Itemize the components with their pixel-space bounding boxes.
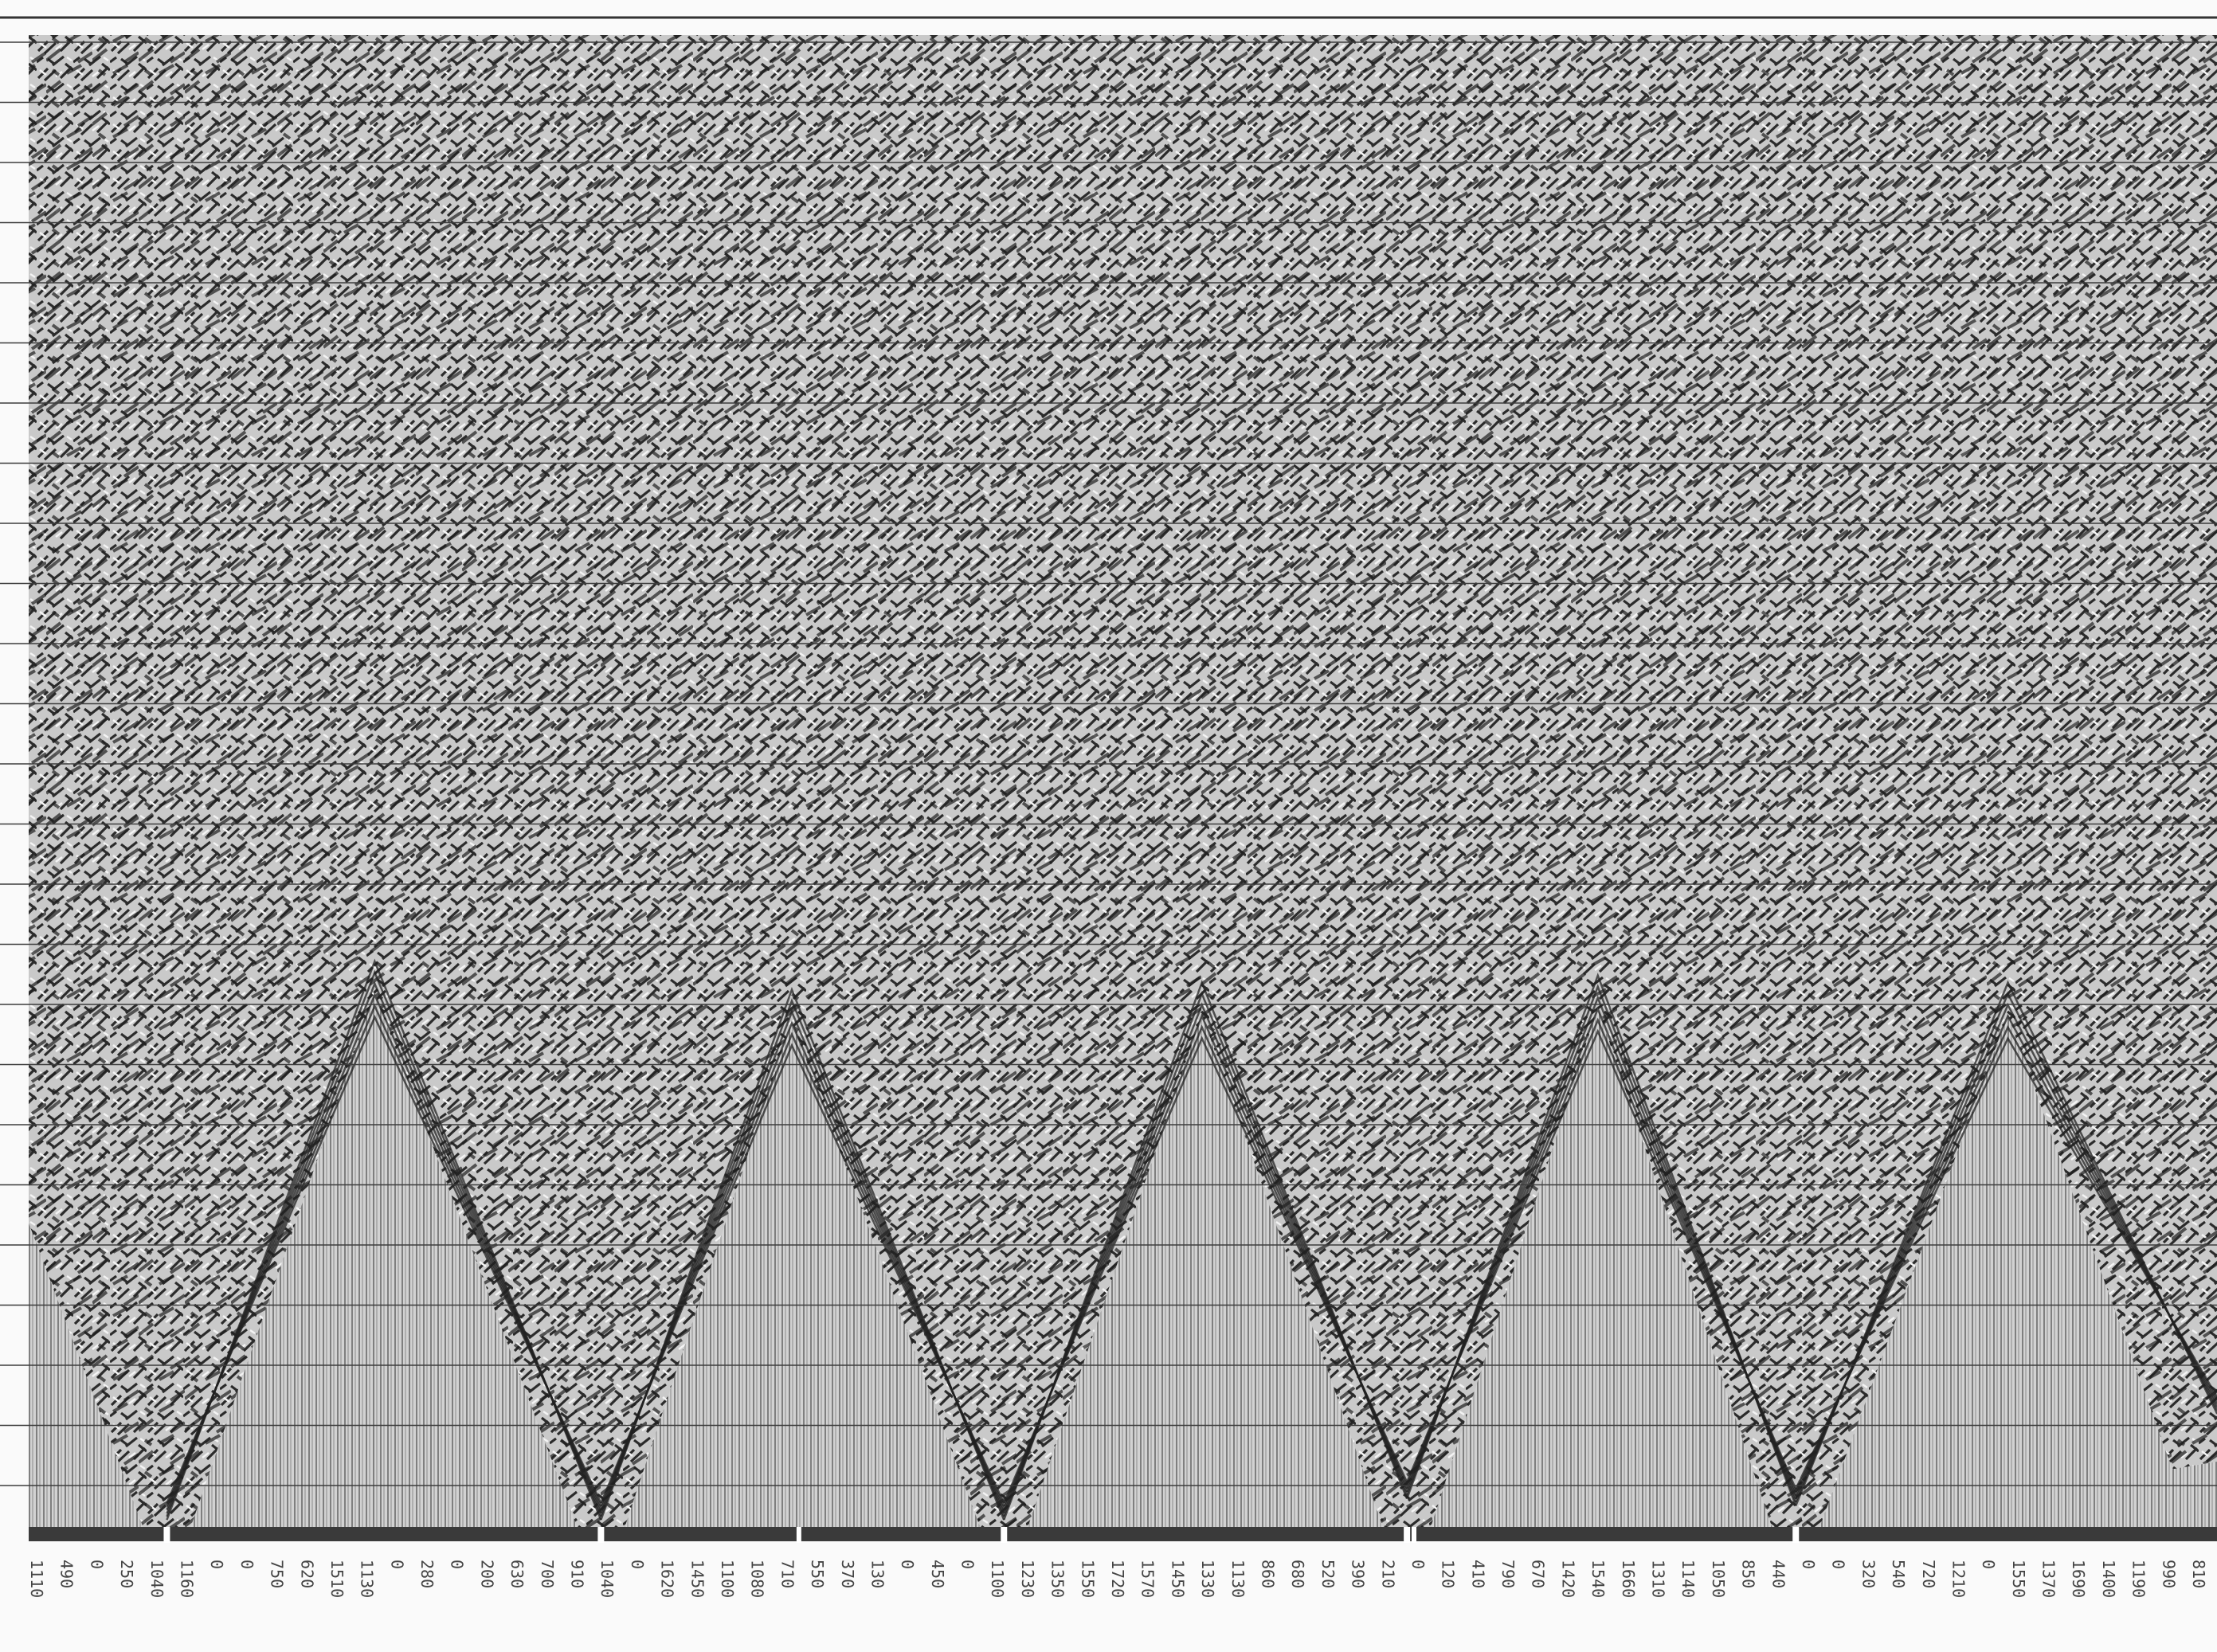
trace-label: 0 [1979,1560,1998,1569]
trace-label: 0 [1799,1560,1818,1569]
trace-label: 0 [387,1560,406,1569]
trace-label: 1540 [1588,1560,1608,1598]
trace-label: 1210 [1949,1560,1968,1598]
seismic-record: 1110 490 0 250 1040 1160 0 0 750 620 1510 1130 0 280 0… [0,0,2217,1652]
trace-label: 1720 [1108,1560,1127,1598]
trace-label: 550 [808,1560,827,1588]
trace-label: 990 [2159,1560,2178,1588]
trace-label: 630 [507,1560,527,1588]
trace-label: 0 [898,1560,917,1569]
trace-label: 1660 [1619,1560,1638,1598]
shot-marker [597,1527,604,1543]
trace-label: 1310 [1649,1560,1668,1598]
trace-label: 450 [928,1560,947,1588]
trace-label: 1050 [1709,1560,1728,1598]
shot-marker [1404,1527,1410,1543]
trace-label: 1510 [327,1560,347,1598]
trace-label: 1140 [1678,1560,1698,1598]
trace-labels: 1110 490 0 250 1040 1160 0 0 750 620 1510 1130 0 280 0… [27,1560,2208,1598]
trace-label: 790 [1498,1560,1518,1588]
trace-label: 860 [1258,1560,1277,1588]
trace-label: 440 [1769,1560,1788,1588]
trace-label: 710 [778,1560,797,1588]
trace-label: 1100 [718,1560,737,1598]
trace-label: 680 [1288,1560,1307,1588]
shot-marker [1001,1527,1007,1543]
trace-label: 1230 [1018,1560,1037,1598]
shot-marker [163,1527,170,1543]
trace-label: 320 [1859,1560,1878,1588]
trace-label: 1450 [1168,1560,1187,1598]
trace-label: 1040 [147,1560,166,1598]
trace-label: 0 [958,1560,977,1569]
trace-label: 280 [417,1560,437,1588]
trace-label: 0 [628,1560,647,1569]
trace-label: 1420 [1558,1560,1577,1598]
trace-label: 1690 [2069,1560,2088,1598]
trace-label: 620 [297,1560,316,1588]
trace-label: 1350 [1048,1560,1067,1598]
trace-label: 720 [1919,1560,1938,1588]
trace-label: 1550 [2009,1560,2028,1598]
trace-label: 910 [568,1560,587,1588]
trace-label: 210 [1378,1560,1397,1588]
trace-label: 750 [268,1560,287,1588]
trace-label: 1100 [988,1560,1007,1598]
trace-label: 0 [448,1560,467,1569]
trace-label: 1400 [2099,1560,2118,1598]
trace-label: 1570 [1138,1560,1157,1598]
shot-marker [797,1527,801,1543]
trace-label: 0 [1408,1560,1428,1569]
trace-label: 810 [2189,1560,2208,1588]
bottom-bar [29,1527,2217,1541]
trace-label: 520 [1318,1560,1338,1588]
trace-label: 120 [1439,1560,1458,1588]
trace-label: 130 [868,1560,887,1588]
trace-label: 0 [1829,1560,1848,1569]
trace-label: 1450 [687,1560,707,1598]
shot-marker [1412,1527,1416,1543]
trace-label: 670 [1529,1560,1548,1588]
shot-marker [1792,1527,1799,1543]
trace-label: 370 [838,1560,857,1588]
trace-label: 0 [207,1560,226,1569]
trace-label: 1620 [658,1560,677,1598]
trace-label: 1110 [27,1560,46,1598]
trace-label: 200 [477,1560,496,1588]
trace-label: 0 [237,1560,257,1569]
trace-label: 1130 [358,1560,377,1598]
trace-label: 390 [1349,1560,1368,1588]
trace-label: 490 [57,1560,76,1588]
trace-label: 1040 [597,1560,617,1598]
trace-label: 1330 [1198,1560,1217,1598]
trace-label: 1190 [2129,1560,2148,1598]
trace-label: 1370 [2039,1560,2058,1598]
trace-label: 1080 [748,1560,767,1598]
trace-label: 1160 [177,1560,196,1598]
trace-label: 850 [1739,1560,1758,1588]
trace-label: 540 [1889,1560,1908,1588]
trace-label: 700 [538,1560,557,1588]
trace-label: 1130 [1228,1560,1248,1598]
trace-label: 250 [117,1560,136,1588]
trace-label: 410 [1468,1560,1487,1588]
trace-label: 0 [87,1560,106,1569]
trace-label: 1550 [1078,1560,1097,1598]
